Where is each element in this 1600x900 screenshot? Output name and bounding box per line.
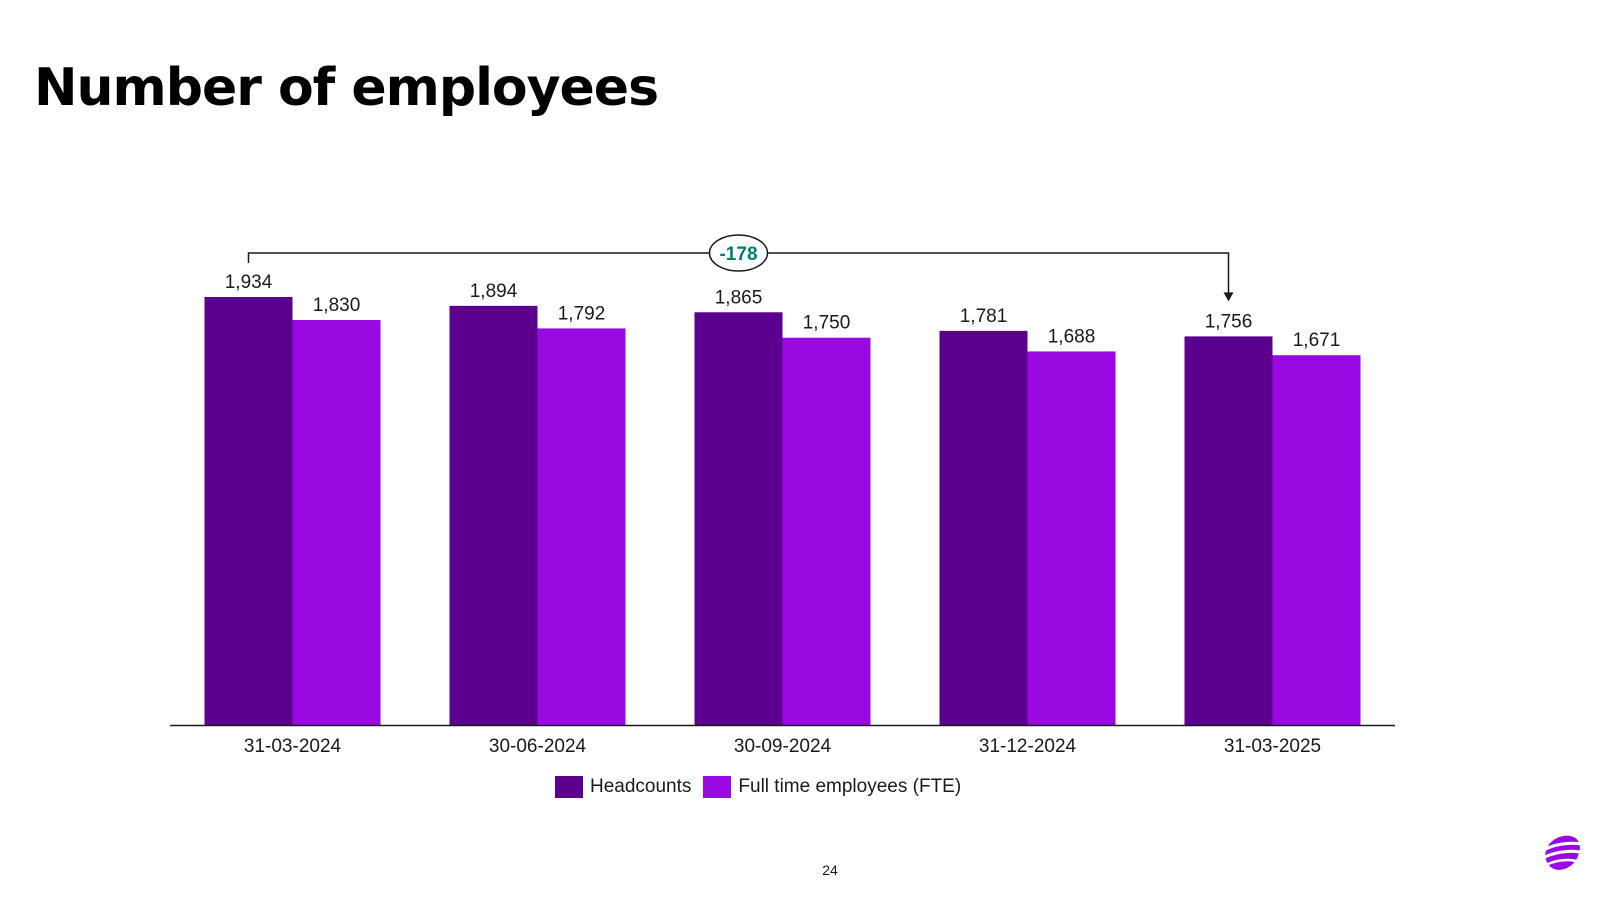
legend-item-headcounts: Headcounts (555, 776, 691, 798)
data-label: 1,894 (470, 281, 518, 302)
data-label: 1,750 (803, 313, 851, 334)
data-label: 1,756 (1205, 311, 1253, 332)
legend-item-fte: Full time employees (FTE) (703, 776, 961, 798)
data-label: 1,671 (1293, 330, 1341, 351)
bar-fte (782, 337, 871, 725)
bar-fte (537, 328, 626, 725)
data-label: 1,830 (313, 295, 361, 316)
bars-layer (204, 297, 1361, 725)
bar-headcounts (694, 312, 783, 725)
legend: Headcounts Full time employees (FTE) (555, 776, 961, 798)
bar-headcounts (449, 305, 538, 725)
x-tick-label: 31-12-2024 (979, 736, 1077, 757)
change-annotation: -178 (247, 234, 1234, 302)
bar-headcounts (939, 330, 1028, 725)
bar-fte (292, 320, 381, 725)
annotation-badge (708, 234, 769, 272)
page-title: Number of employees (34, 58, 659, 118)
x-tick-label: 30-09-2024 (734, 736, 832, 757)
data-label: 1,781 (960, 306, 1008, 327)
bar-fte (1027, 351, 1116, 725)
legend-label-fte: Full time employees (FTE) (738, 776, 962, 797)
bar-headcounts (1184, 336, 1273, 725)
legend-swatch-headcounts (555, 776, 583, 798)
annotation-label: -178 (719, 244, 757, 265)
legend-swatch-fte (703, 776, 732, 798)
telia-pebble-logo-icon (1542, 835, 1583, 870)
page-number: 24 (822, 862, 838, 878)
data-label: 1,688 (1048, 326, 1096, 347)
bar-fte (1272, 355, 1361, 725)
data-label: 1,865 (715, 287, 763, 308)
x-tick-label: 31-03-2025 (1224, 736, 1321, 757)
annotation-arrowhead (1223, 292, 1234, 302)
value-labels-layer: 1,934 1,830 1,894 1,792 1,865 1,750 1,781 1,688… (225, 272, 1341, 351)
bar-headcounts (204, 297, 293, 725)
data-label: 1,934 (225, 272, 273, 293)
x-tick-label: 30-06-2024 (489, 736, 587, 757)
x-tick-label: 31-03-2024 (244, 736, 342, 757)
legend-label-headcounts: Headcounts (590, 776, 692, 797)
data-label: 1,792 (558, 303, 606, 324)
category-labels-layer: 31-03-2024 30-06-2024 30-09-2024 31-12-2024… (244, 736, 1321, 757)
